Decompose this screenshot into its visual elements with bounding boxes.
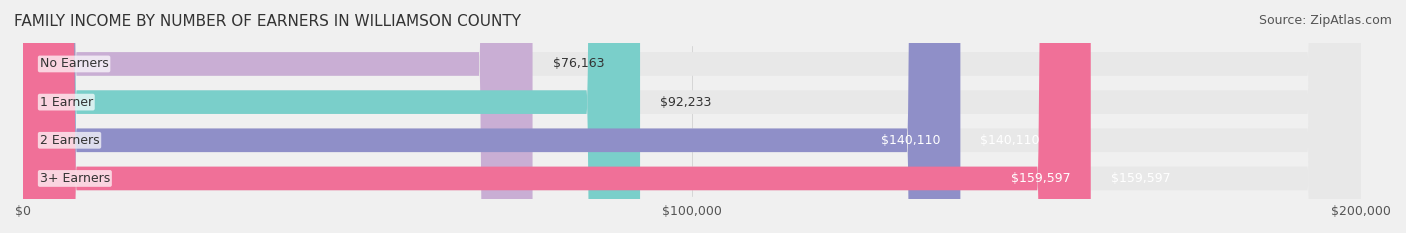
FancyBboxPatch shape (22, 0, 1361, 233)
Text: $159,597: $159,597 (1011, 172, 1071, 185)
Text: $140,110: $140,110 (980, 134, 1040, 147)
Text: 3+ Earners: 3+ Earners (39, 172, 110, 185)
Text: $92,233: $92,233 (661, 96, 711, 109)
Text: 2 Earners: 2 Earners (39, 134, 100, 147)
Text: $140,110: $140,110 (880, 134, 941, 147)
FancyBboxPatch shape (22, 0, 1091, 233)
FancyBboxPatch shape (22, 0, 960, 233)
Text: No Earners: No Earners (39, 58, 108, 70)
Text: 1 Earner: 1 Earner (39, 96, 93, 109)
FancyBboxPatch shape (22, 0, 640, 233)
Text: FAMILY INCOME BY NUMBER OF EARNERS IN WILLIAMSON COUNTY: FAMILY INCOME BY NUMBER OF EARNERS IN WI… (14, 14, 522, 29)
FancyBboxPatch shape (22, 0, 1361, 233)
FancyBboxPatch shape (22, 0, 533, 233)
Text: $76,163: $76,163 (553, 58, 605, 70)
FancyBboxPatch shape (22, 0, 1361, 233)
Text: $159,597: $159,597 (1111, 172, 1170, 185)
FancyBboxPatch shape (22, 0, 1361, 233)
Text: Source: ZipAtlas.com: Source: ZipAtlas.com (1258, 14, 1392, 27)
